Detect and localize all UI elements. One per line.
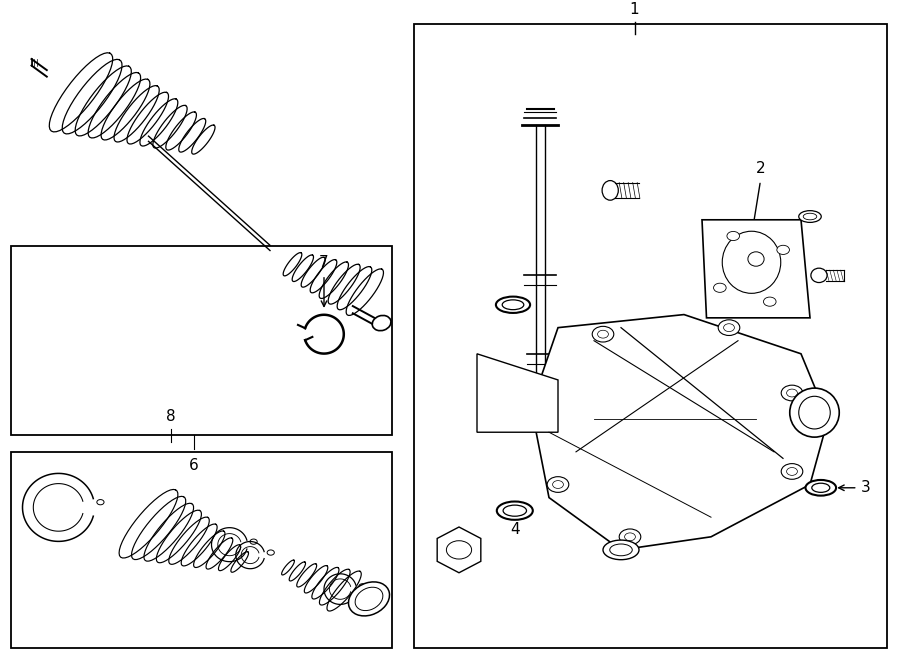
Circle shape <box>598 330 608 338</box>
Circle shape <box>619 529 641 545</box>
Circle shape <box>359 584 366 589</box>
Circle shape <box>787 467 797 475</box>
Ellipse shape <box>603 540 639 560</box>
Circle shape <box>724 324 734 332</box>
Ellipse shape <box>799 211 821 222</box>
Text: 7: 7 <box>320 254 328 270</box>
Ellipse shape <box>503 505 526 516</box>
Polygon shape <box>437 527 481 573</box>
Circle shape <box>727 231 740 241</box>
Ellipse shape <box>811 268 827 282</box>
Text: 4: 4 <box>510 522 519 537</box>
Bar <box>11 452 392 648</box>
Ellipse shape <box>806 480 836 496</box>
Circle shape <box>714 283 726 292</box>
Circle shape <box>97 500 104 505</box>
Bar <box>414 24 886 648</box>
Ellipse shape <box>812 483 830 492</box>
Ellipse shape <box>799 397 830 429</box>
Ellipse shape <box>496 297 530 313</box>
Circle shape <box>553 481 563 488</box>
Ellipse shape <box>610 544 632 556</box>
Text: 3: 3 <box>861 481 871 495</box>
Circle shape <box>718 320 740 336</box>
Ellipse shape <box>790 388 839 437</box>
Circle shape <box>787 389 797 397</box>
Ellipse shape <box>803 214 817 220</box>
Circle shape <box>267 550 274 555</box>
Polygon shape <box>477 354 558 432</box>
Ellipse shape <box>356 587 382 611</box>
Text: 1: 1 <box>630 2 639 17</box>
Circle shape <box>763 297 776 306</box>
Polygon shape <box>531 315 828 550</box>
Ellipse shape <box>748 252 764 266</box>
Ellipse shape <box>502 300 524 309</box>
Bar <box>11 246 392 436</box>
Ellipse shape <box>373 315 391 330</box>
Text: 6: 6 <box>189 458 198 473</box>
Circle shape <box>777 245 789 254</box>
Circle shape <box>625 533 635 541</box>
Text: 2: 2 <box>756 161 765 176</box>
Polygon shape <box>702 220 810 318</box>
Ellipse shape <box>348 582 390 616</box>
Ellipse shape <box>497 502 533 520</box>
Circle shape <box>250 539 257 544</box>
Circle shape <box>781 385 803 401</box>
Ellipse shape <box>602 180 618 200</box>
Circle shape <box>781 463 803 479</box>
Text: 5: 5 <box>454 555 464 570</box>
Text: 8: 8 <box>166 409 176 424</box>
Circle shape <box>547 477 569 492</box>
Circle shape <box>592 327 614 342</box>
Circle shape <box>446 541 472 559</box>
